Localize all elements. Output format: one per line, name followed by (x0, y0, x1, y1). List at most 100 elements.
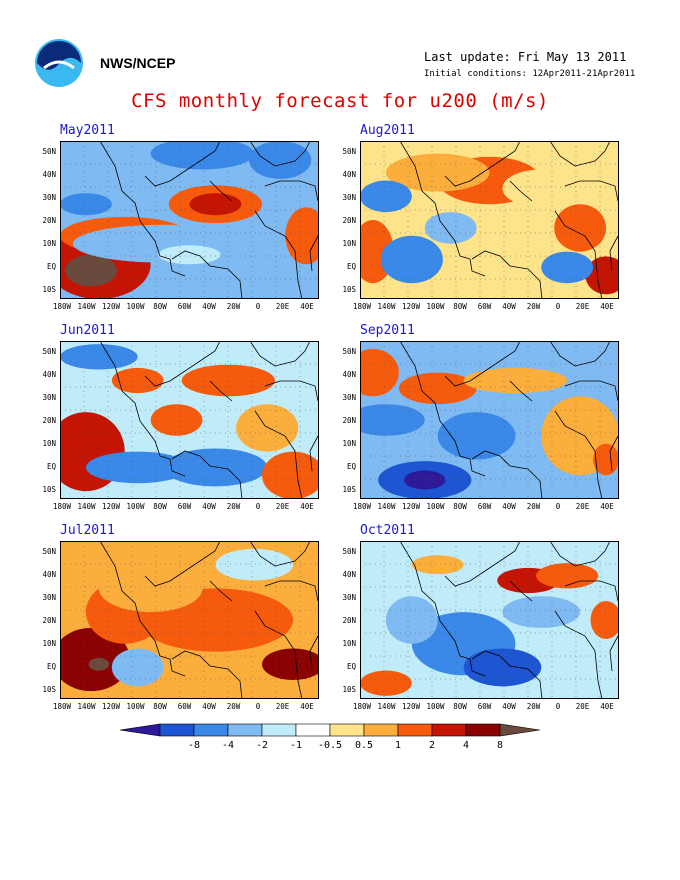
colorbar-segment (431, 723, 467, 737)
lon-tick-label: 40W (202, 302, 216, 311)
lat-tick-label: 50N (342, 547, 356, 556)
colorbar-label: -2 (255, 740, 269, 751)
anomaly-contour (158, 245, 221, 265)
lon-tick-label: 60W (477, 502, 492, 511)
lon-tick-label: 60W (177, 302, 192, 311)
anomaly-contour (236, 404, 299, 452)
lon-tick-label: 140W (377, 702, 396, 711)
lat-tick-label: 20N (342, 616, 356, 625)
anomaly-contour (262, 451, 319, 499)
anomaly-contour (360, 670, 412, 696)
lon-tick-label: 20W (526, 302, 541, 311)
colorbar-label: 2 (428, 740, 436, 751)
lat-tick-label: 50N (342, 347, 356, 356)
anomaly-contour (360, 180, 412, 213)
colorbar (120, 723, 541, 737)
lon-tick-label: 180W (352, 302, 372, 311)
lat-tick-label: 10S (342, 685, 356, 694)
map-frame (60, 141, 319, 299)
lon-tick-label: 140W (377, 502, 396, 511)
lat-tick-label: 30N (342, 393, 356, 402)
lat-tick-label: 10N (42, 639, 56, 648)
lat-tick-label: 10N (42, 439, 56, 448)
anomaly-contour (360, 348, 399, 397)
anomaly-contour (88, 657, 110, 671)
lat-tick-label: 40N (42, 570, 56, 579)
lon-tick-label: 180W (352, 502, 372, 511)
colorbar-segment (193, 723, 229, 737)
anomaly-contour (65, 254, 117, 287)
anomaly-contour (404, 470, 446, 490)
forecast-map (60, 541, 319, 699)
lon-tick-label: 140W (377, 302, 396, 311)
lon-tick-label: 0 (555, 302, 561, 311)
lat-tick-label: 10N (342, 639, 356, 648)
map-frame (60, 341, 319, 499)
lat-tick-label: 10S (42, 685, 56, 694)
map-frame (360, 141, 619, 299)
anomaly-contour (360, 404, 425, 436)
panel-title: Aug2011 (360, 123, 415, 138)
anomaly-contour (411, 555, 464, 575)
lon-tick-label: 80W (153, 302, 167, 311)
anomaly-contour (202, 259, 307, 292)
anomaly-contour (150, 404, 203, 436)
lon-tick-label: 20E (575, 302, 590, 311)
colorbar-segment (159, 723, 195, 737)
lon-tick-label: 120W (401, 502, 421, 511)
panel-title: Sep2011 (360, 323, 415, 338)
colorbar-arrow-low (120, 723, 161, 737)
anomaly-contour (385, 153, 490, 192)
lat-tick-label: 30N (342, 593, 356, 602)
lat-tick-label: 40N (342, 170, 356, 179)
colorbar-segment (261, 723, 297, 737)
lon-tick-label: 20E (575, 502, 590, 511)
anomaly-contour (150, 141, 255, 170)
lon-tick-label: 40E (300, 702, 314, 711)
lat-tick-label: EQ (346, 662, 356, 671)
lon-tick-label: 140W (77, 302, 96, 311)
anomaly-contour (215, 548, 294, 581)
lon-tick-label: 20E (275, 302, 290, 311)
lon-tick-label: 0 (255, 302, 261, 311)
lon-tick-label: 100W (426, 502, 445, 511)
lon-tick-label: 80W (453, 502, 467, 511)
forecast-map (360, 141, 619, 299)
forecast-map (360, 541, 619, 699)
lat-tick-label: 20N (342, 416, 356, 425)
lon-tick-label: 40W (502, 302, 516, 311)
colorbar-segment (397, 723, 433, 737)
colorbar-label: -1 (289, 740, 303, 751)
anomaly-contour (590, 601, 619, 639)
colorbar-segment (295, 723, 331, 737)
anomaly-contour (424, 212, 477, 244)
lon-tick-label: 100W (126, 302, 145, 311)
lat-tick-label: 50N (342, 147, 356, 156)
lon-tick-label: 20W (226, 302, 241, 311)
lon-tick-label: 80W (453, 302, 467, 311)
anomaly-contour (181, 364, 275, 397)
anomaly-contour (585, 256, 619, 295)
lat-tick-label: 20N (42, 416, 56, 425)
lon-tick-label: 20W (526, 702, 541, 711)
last-update-text: Last update: Fri May 13 2011 (424, 50, 627, 64)
lat-tick-label: EQ (346, 262, 356, 271)
lat-tick-label: EQ (46, 262, 56, 271)
lat-tick-label: 20N (342, 216, 356, 225)
lat-tick-label: 50N (42, 147, 56, 156)
lat-tick-label: EQ (46, 662, 56, 671)
panel-title: Oct2011 (360, 523, 415, 538)
lon-tick-label: 0 (555, 502, 561, 511)
lon-tick-label: 180W (52, 502, 72, 511)
lat-tick-label: 40N (342, 370, 356, 379)
anomaly-contour (554, 204, 607, 252)
lat-tick-label: 10N (342, 439, 356, 448)
map-frame (360, 541, 619, 699)
colorbar-label: -0.5 (317, 740, 343, 751)
anomaly-contour (536, 563, 599, 589)
map-frame (60, 541, 319, 699)
anomaly-contour (463, 648, 542, 687)
colorbar-arrow-high (499, 723, 541, 737)
anomaly-contour (176, 662, 229, 688)
colorbar-segment (227, 723, 263, 737)
